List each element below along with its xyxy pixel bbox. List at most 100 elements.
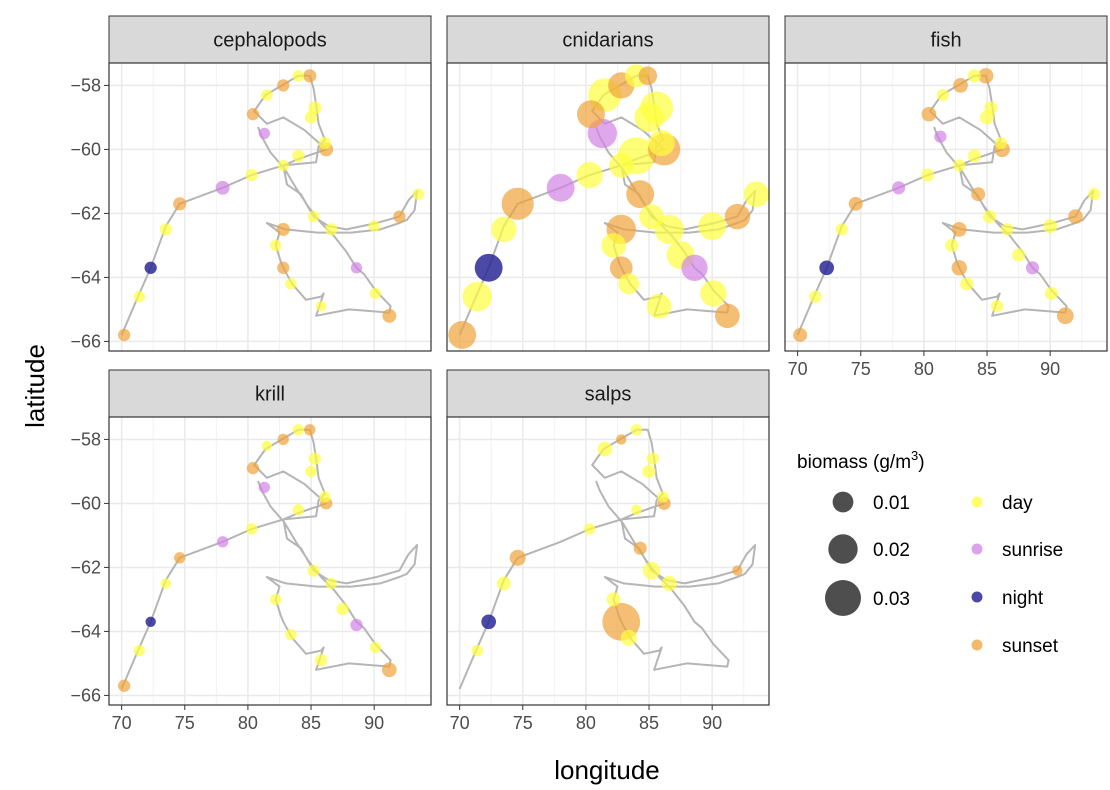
facet-label: cnidarians: [562, 30, 653, 52]
data-point-day: [471, 644, 483, 657]
data-point-day: [634, 102, 664, 133]
data-point-sunrise: [350, 262, 363, 274]
panel-background: [109, 417, 431, 705]
data-point-day: [743, 181, 770, 207]
x-tick-label: 80: [914, 359, 934, 379]
data-point-sunset: [304, 424, 316, 436]
legend-size-label: 0.01: [873, 493, 910, 514]
data-point-day: [325, 577, 337, 590]
data-point-sunset: [715, 303, 740, 329]
facet-strip: [446, 15, 770, 64]
panel-fish: fish 70 75 80 85 90: [784, 15, 1108, 379]
data-point-sunset: [633, 541, 647, 555]
legend-size-circle: [825, 580, 861, 616]
panels: cephalopods −58 −60 −62 −64 −66 cnidarians fish…: [70, 15, 1108, 733]
x-tick-label: 70: [788, 359, 808, 379]
data-point-day: [133, 290, 145, 303]
data-point-day: [285, 278, 297, 290]
data-point-sunrise: [350, 618, 363, 632]
data-point-day: [618, 273, 640, 295]
gridlines: [447, 417, 769, 705]
data-point-day: [994, 136, 1008, 150]
data-point-sunset: [277, 261, 290, 274]
data-point-day: [1044, 286, 1059, 300]
data-point-day: [657, 491, 669, 503]
data-point-day: [292, 424, 305, 436]
x-tick-label: 70: [112, 713, 132, 733]
data-point-sunset: [732, 565, 743, 576]
x-tick-label: 75: [175, 713, 195, 733]
data-point-day: [809, 290, 822, 303]
data-point-sunset: [501, 187, 534, 220]
data-point-day: [159, 223, 172, 236]
data-point-day: [646, 452, 659, 465]
panel-krill: krill −58 −60 −62 −64 −66 70 75 80 85 90: [70, 369, 432, 733]
data-point-day: [277, 159, 289, 172]
data-point-sunset: [953, 78, 968, 93]
data-point-sunrise: [258, 481, 271, 494]
data-point-sunset: [626, 180, 655, 209]
data-point-night: [145, 616, 156, 627]
x-tick-label: 70: [450, 713, 470, 733]
data-point-sunset: [793, 328, 808, 342]
data-point-day: [285, 628, 297, 641]
data-point-day: [319, 491, 331, 503]
data-point-day: [315, 301, 327, 312]
data-point-sunset: [246, 462, 260, 475]
data-point-day: [1088, 188, 1101, 201]
data-point-day: [160, 578, 172, 589]
x-tick-label: 85: [977, 359, 997, 379]
panel-background: [785, 63, 1107, 351]
data-point-day: [642, 464, 656, 478]
data-point-day: [491, 216, 517, 243]
data-point-sunrise: [546, 173, 575, 202]
legend-color-keys: day sunrise night sunset: [971, 493, 1063, 657]
data-point-day: [646, 293, 672, 319]
x-tick-label: 75: [851, 359, 871, 379]
legend-color-dot-sunset: [971, 639, 983, 651]
data-point-day: [307, 210, 320, 223]
y-tick-label: −64: [70, 621, 101, 641]
panel-cnidarians: cnidarians: [446, 15, 770, 352]
data-point-day: [984, 101, 998, 115]
data-point-sunset: [381, 662, 397, 678]
data-point-day: [630, 424, 643, 436]
data-point-day: [369, 641, 382, 654]
gridlines: [109, 417, 431, 705]
data-point-day: [412, 188, 425, 200]
x-tick-label: 80: [576, 713, 596, 733]
legend-color-dot-sunrise: [971, 543, 983, 555]
data-point-sunrise: [1025, 261, 1040, 275]
data-point-night: [474, 253, 503, 282]
data-point-day: [261, 89, 273, 101]
data-point-sunset: [951, 222, 967, 237]
data-point-day: [661, 575, 677, 592]
data-point-day: [1043, 219, 1058, 234]
data-point-night: [481, 614, 497, 630]
facet-strip: [784, 15, 1108, 64]
data-point-sunset: [303, 69, 317, 83]
data-point-sunset: [609, 256, 633, 280]
data-point-sunrise: [258, 127, 271, 140]
data-point-sunset: [118, 328, 131, 342]
data-point-sunset: [577, 100, 605, 129]
data-point-day: [642, 561, 661, 580]
data-point-sunset: [921, 106, 937, 122]
data-point-day: [133, 644, 145, 657]
panel-background: [447, 417, 769, 705]
x-tick-label: 85: [639, 713, 659, 733]
data-point-day: [1012, 248, 1026, 262]
data-point-day: [936, 88, 949, 102]
panel-border: [446, 62, 770, 352]
legend-size-keys: 0.01 0.02 0.03: [825, 491, 910, 616]
data-point-sunset: [276, 222, 290, 236]
x-tick-label: 80: [238, 713, 258, 733]
y-tick-label: −66: [70, 685, 101, 705]
ship-track: [458, 428, 757, 690]
data-point-sunset: [277, 433, 289, 446]
x-tick-label: 90: [702, 713, 722, 733]
data-point-day: [308, 452, 321, 465]
data-point-day: [261, 440, 273, 451]
data-point-sunset: [951, 260, 967, 276]
data-point-day: [967, 69, 981, 83]
